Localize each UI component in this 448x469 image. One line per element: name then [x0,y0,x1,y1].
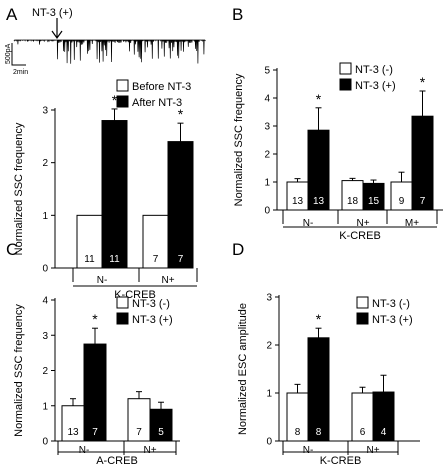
significance-marker: * [92,311,98,327]
n-label: 13 [292,196,304,207]
panel-letter-d: D [232,240,244,259]
category-label: N- [79,445,90,456]
y-axis-label: Normalized ESC amplitude [237,303,249,435]
y-tick-label: 3 [264,122,270,133]
category-label: N+ [366,445,379,456]
n-label: 13 [67,427,79,438]
panel-d-chart: 0 1 2 3 Normalized ESC amplitude 8 * 8N- 6 4N+ K-C… [237,293,420,467]
trace-arrow-icon [51,18,63,40]
significance-marker: * [316,91,322,107]
n-label: 7 [153,254,159,265]
legend-label: NT-3 (+) [355,80,396,92]
legend-label: NT-3 (-) [372,298,410,310]
legend-label: NT-3 (+) [372,314,413,326]
category-label: N- [303,218,314,229]
n-label: 11 [84,254,95,265]
n-label: 7 [420,196,426,207]
n-label: 18 [347,196,359,207]
legend-swatch [116,312,129,325]
significance-marker: * [112,92,118,108]
legend-label: NT-3 (-) [355,64,393,76]
y-tick-label: 3 [266,293,272,304]
bar [101,120,128,269]
y-tick-label: 1 [266,389,272,400]
y-tick-label: 3 [42,331,48,342]
y-tick-label: 4 [42,296,48,307]
n-label: 9 [399,196,405,207]
bar [142,214,169,269]
y-tick-label: 0 [42,264,48,275]
group-label: K-CREB [339,230,381,242]
scale-bar [11,43,26,66]
y-axis-label: Normalized SSC frequency [13,122,25,255]
category-label: M+ [405,218,419,229]
legend-swatch [116,79,129,92]
n-label: 11 [109,254,120,265]
y-tick-label: 2 [42,366,48,377]
y-tick-label: 1 [42,211,48,222]
n-label: 8 [316,427,322,438]
legend-swatch [339,78,352,91]
legend-label: NT-3 (+) [132,314,173,326]
y-axis-label: Normalized SSC frequency [13,304,25,437]
n-label: 8 [295,427,301,438]
y-tick-label: 4 [264,94,270,105]
category-label: N+ [356,218,369,229]
category-label: N+ [161,275,174,286]
panel-b-chart: 0 1 2 3 4 5 Normalized SSC frequency 13 * 13 N- 18 1… [233,62,443,242]
y-tick-label: 1 [264,178,270,189]
n-label: 7 [92,427,98,438]
legend-swatch [356,296,369,309]
significance-marker: * [420,74,426,90]
category-label: N- [303,445,314,456]
trace-label: NT-3 (+) [32,7,73,19]
n-label: 5 [158,427,164,438]
y-tick-label: 2 [42,158,48,169]
n-label: 13 [313,196,325,207]
n-label: 4 [381,427,387,438]
legend-swatch [356,312,369,325]
legend-swatch [339,62,352,75]
y-tick-label: 3 [42,106,48,117]
significance-marker: * [178,106,184,122]
y-tick-label: 1 [42,401,48,412]
scale-y-label: 500pA [5,43,12,64]
group-label: K-CREB [320,455,362,467]
electrophysiology-trace [13,39,206,64]
panel-letter-c: C [6,240,18,259]
n-label: 15 [368,196,380,207]
legend-swatch [116,296,129,309]
y-tick-label: 5 [264,66,270,77]
n-label: 7 [178,254,184,265]
y-tick-label: 0 [264,206,270,217]
bar [167,141,194,269]
panel-letter-a: A [6,5,18,24]
trace-inset: NT-3 (+) 500pA 2min [5,7,206,76]
n-label: 6 [360,427,366,438]
legend-label: Before NT-3 [132,81,191,93]
y-axis-label: Normalized SSC frequency [233,73,245,206]
legend-label: After NT-3 [132,97,182,109]
category-label: N- [97,275,108,286]
significance-marker: * [316,311,322,327]
panel-letter-b: B [232,5,243,24]
y-tick-label: 0 [266,437,272,448]
bar [307,337,330,442]
y-tick-label: 2 [264,150,270,161]
legend-swatch [116,95,129,108]
n-label: 7 [136,427,142,438]
group-label: A-CREB [96,455,138,467]
y-tick-label: 0 [42,437,48,448]
y-tick-label: 2 [266,341,272,352]
legend-label: NT-3 (-) [132,298,170,310]
scale-x-label: 2min [13,69,28,76]
category-label: N+ [143,445,156,456]
